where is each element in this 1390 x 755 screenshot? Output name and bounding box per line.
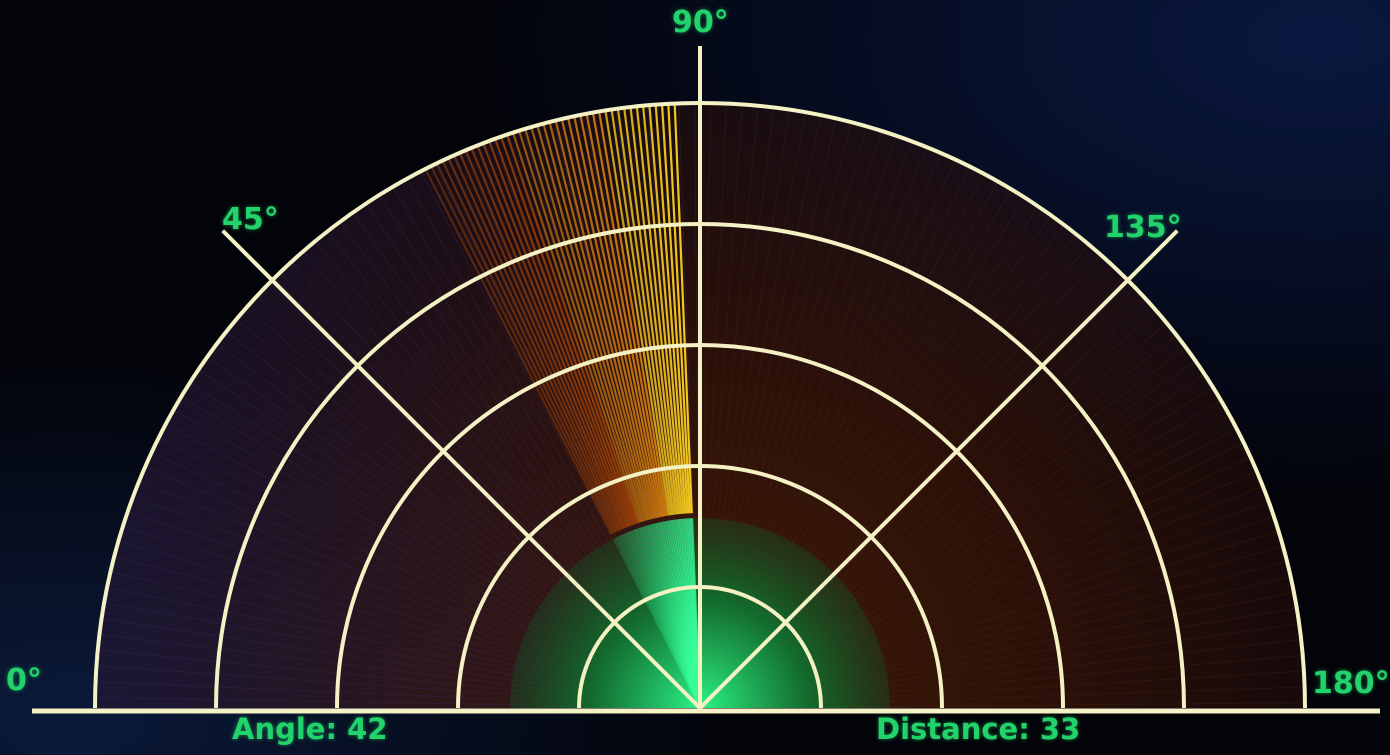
angle-guide-45 bbox=[221, 229, 702, 710]
angle-guide-135 bbox=[698, 229, 1179, 710]
detected-ray bbox=[616, 536, 701, 709]
sweep-ray bbox=[441, 160, 618, 533]
sweep-ray bbox=[548, 121, 653, 520]
sweep-trail bbox=[424, 103, 702, 709]
sweep-ray bbox=[660, 104, 689, 514]
detected-ray bbox=[614, 537, 701, 709]
detected-ray bbox=[618, 535, 701, 709]
detected-ray bbox=[636, 528, 702, 709]
sweep-ray bbox=[579, 114, 663, 518]
sweep-ray bbox=[494, 138, 635, 525]
detected-ray bbox=[634, 528, 702, 709]
sweep-ray bbox=[623, 107, 677, 515]
detected-ray bbox=[649, 524, 702, 709]
sweep-ray bbox=[470, 147, 628, 528]
sweep-ray bbox=[573, 115, 661, 518]
sweep-ray bbox=[447, 157, 620, 532]
detected-ray bbox=[627, 531, 702, 709]
sweep-ray bbox=[458, 152, 624, 530]
detected-ray bbox=[647, 524, 702, 709]
detected-ray bbox=[644, 525, 702, 709]
sweep-ray bbox=[604, 110, 671, 516]
angle-label-45: 45° bbox=[222, 202, 279, 237]
detected-ray bbox=[630, 530, 702, 709]
detected-ray bbox=[642, 526, 702, 709]
angle-label-0: 0° bbox=[6, 663, 42, 698]
sweep-ray bbox=[505, 134, 639, 524]
sweep-ray bbox=[629, 106, 679, 515]
detected-ray bbox=[638, 527, 702, 709]
sweep-ray bbox=[667, 103, 691, 514]
detected-ray bbox=[621, 533, 702, 709]
detected-ray bbox=[632, 529, 702, 709]
sweep-ray bbox=[591, 112, 667, 517]
sweep-ray bbox=[536, 125, 649, 521]
sweep-ray bbox=[488, 140, 634, 526]
sweep-ray bbox=[610, 109, 673, 516]
sweep-ray bbox=[673, 103, 693, 514]
detected-ray bbox=[645, 525, 702, 709]
sweep-ray bbox=[598, 111, 669, 516]
angle-label-180: 180° bbox=[1312, 666, 1390, 701]
sweep-ray bbox=[654, 104, 687, 514]
sweep-ray bbox=[566, 117, 659, 518]
detected-ray bbox=[629, 530, 702, 709]
detected-ray bbox=[619, 534, 702, 709]
detected-ray bbox=[623, 533, 702, 709]
sweep-ray bbox=[642, 105, 683, 515]
radar-grid bbox=[32, 46, 1380, 714]
sweep-ray bbox=[430, 165, 615, 534]
sweep-ray bbox=[524, 128, 645, 522]
sweep-ray bbox=[518, 130, 643, 523]
sweep-ray bbox=[464, 149, 626, 529]
sweep-ray bbox=[452, 154, 622, 531]
sweep-ray bbox=[435, 162, 617, 533]
sweep-ray bbox=[476, 145, 630, 528]
angle-label-135: 135° bbox=[1104, 210, 1182, 245]
detected-ray bbox=[612, 538, 701, 709]
sweep-ray bbox=[585, 113, 665, 517]
sweep-ray bbox=[635, 106, 681, 515]
sweep-ray bbox=[530, 126, 647, 522]
sweep-ray bbox=[554, 120, 655, 519]
sweep-ray bbox=[542, 123, 651, 520]
detected-ray bbox=[625, 532, 702, 709]
sweep-ray bbox=[616, 108, 675, 515]
sweep-ray bbox=[648, 105, 685, 514]
distance-readout: Distance: 33 bbox=[876, 712, 1081, 746]
sweep-ray bbox=[499, 136, 637, 525]
angle-label-90: 90° bbox=[672, 5, 729, 40]
sweep-ray bbox=[482, 142, 632, 527]
angle-readout: Angle: 42 bbox=[232, 712, 388, 746]
sweep-ray bbox=[560, 118, 657, 519]
detected-ray bbox=[640, 526, 702, 709]
sweep-ray bbox=[511, 132, 641, 523]
sweep-ray bbox=[424, 168, 613, 535]
